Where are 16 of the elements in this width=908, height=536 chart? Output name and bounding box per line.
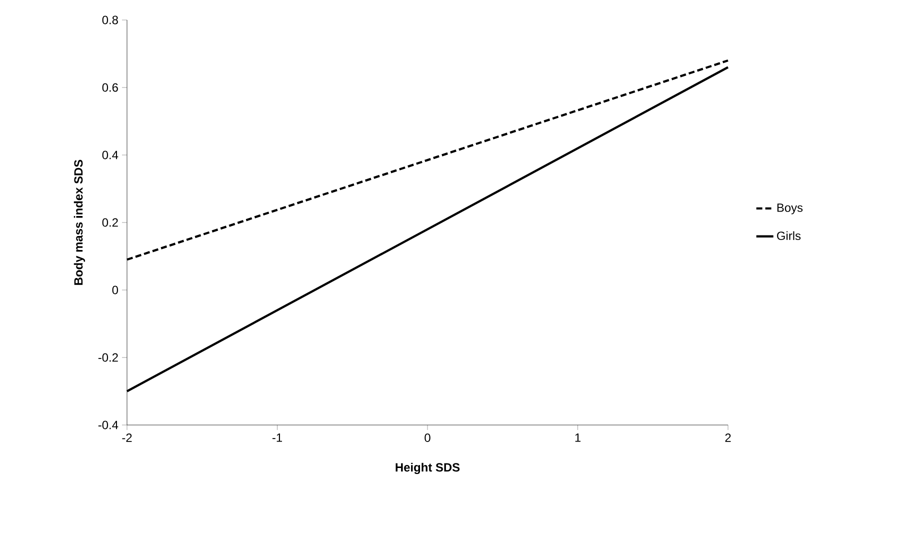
y-tick-label: 0.8: [102, 16, 118, 24]
y-axis-title: Body mass index SDS: [74, 160, 86, 285]
x-axis-title: Height SDS: [396, 462, 460, 474]
x-tick-label: -2: [122, 434, 132, 442]
x-tick-label: 1: [575, 434, 580, 442]
y-tick-label: -0.2: [98, 353, 118, 362]
x-tick-label: 2: [725, 434, 731, 442]
y-tick-label: 0.4: [102, 150, 118, 160]
y-tick-label: 0.2: [102, 218, 118, 227]
y-tick-label: 0: [112, 286, 118, 294]
y-tick-label: -0.4: [98, 420, 118, 430]
x-tick-label: -1: [272, 434, 282, 442]
legend-label: Boys: [777, 204, 803, 214]
x-tick-label: 0: [424, 434, 430, 442]
y-tick-label: 0.6: [102, 83, 118, 92]
legend-label: Girls: [777, 231, 801, 240]
